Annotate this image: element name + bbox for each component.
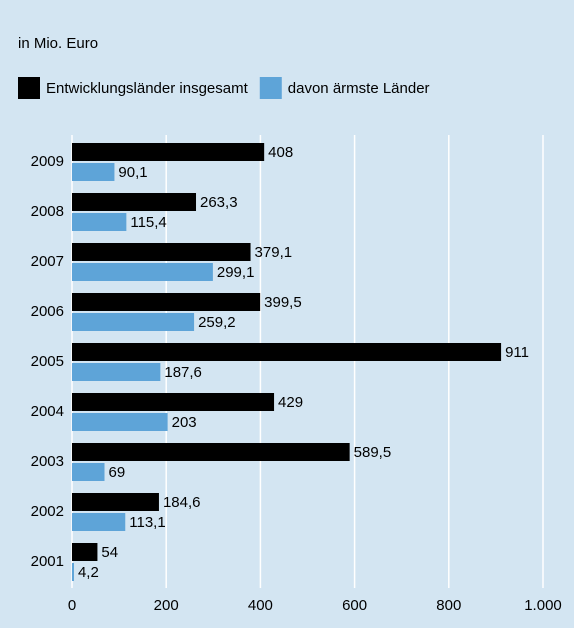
- bar: [72, 163, 115, 181]
- bar: [72, 363, 161, 381]
- value-label: 115,4: [130, 214, 166, 231]
- x-tick-label: 600: [342, 597, 367, 614]
- value-label: 429: [278, 394, 303, 411]
- y-tick-label: 2003: [31, 453, 64, 470]
- bar: [72, 193, 197, 211]
- bar: [72, 493, 159, 511]
- value-label: 379,1: [255, 244, 293, 261]
- value-label: 4,2: [78, 564, 99, 581]
- x-tick-label: 200: [154, 597, 179, 614]
- bar: [72, 463, 105, 481]
- bar: [72, 513, 126, 531]
- chart-title: in Mio. Euro: [18, 35, 98, 52]
- value-label: 408: [268, 144, 293, 161]
- y-tick-label: 2002: [31, 503, 64, 520]
- value-label: 263,3: [200, 194, 238, 211]
- bar: [72, 393, 275, 411]
- y-tick-label: 2004: [31, 403, 64, 420]
- bar: [72, 143, 265, 161]
- x-tick-label: 1.000: [524, 597, 562, 614]
- bar: [72, 443, 350, 461]
- x-tick-label: 0: [68, 597, 76, 614]
- bar: [72, 343, 502, 361]
- bar: [72, 313, 195, 331]
- value-label: 90,1: [118, 164, 147, 181]
- value-label: 203: [172, 414, 197, 431]
- value-label: 54: [101, 544, 118, 561]
- y-tick-label: 2001: [31, 553, 64, 570]
- value-label: 187,6: [164, 364, 202, 381]
- value-label: 259,2: [198, 314, 236, 331]
- bar: [72, 293, 261, 311]
- legend-swatch: [259, 77, 282, 99]
- bar: [72, 263, 213, 281]
- value-label: 69: [108, 464, 125, 481]
- value-label: 589,5: [354, 444, 392, 461]
- legend-label: Entwicklungsländer insgesamt: [46, 80, 249, 97]
- legend-label: davon ärmste Länder: [288, 80, 430, 97]
- value-label: 299,1: [217, 264, 255, 281]
- x-tick-label: 800: [436, 597, 461, 614]
- y-tick-label: 2009: [31, 153, 64, 170]
- legend-swatch: [18, 77, 40, 99]
- x-tick-label: 400: [248, 597, 273, 614]
- bar: [72, 563, 74, 581]
- y-tick-label: 2007: [31, 253, 64, 270]
- value-label: 911: [505, 344, 529, 361]
- y-tick-label: 2008: [31, 203, 64, 220]
- bar: [72, 213, 127, 231]
- y-tick-label: 2005: [31, 353, 64, 370]
- y-tick-label: 2006: [31, 303, 64, 320]
- value-label: 184,6: [163, 494, 201, 511]
- bar: [72, 413, 168, 431]
- value-label: 399,5: [264, 294, 302, 311]
- bar: [72, 543, 98, 561]
- value-label: 113,1: [129, 514, 165, 531]
- bar: [72, 243, 251, 261]
